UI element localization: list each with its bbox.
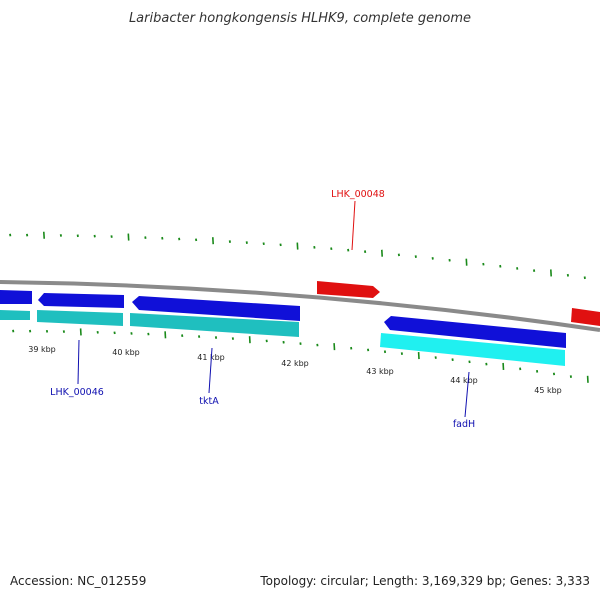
cds-fadH [380, 333, 565, 366]
leader-fadH [464, 371, 470, 418]
genome-backbone [0, 280, 600, 332]
cds-LHK_00046 [37, 310, 123, 326]
kbp-label-39: 39 kbp [28, 345, 56, 354]
gene-fadH[interactable] [384, 316, 566, 348]
kbp-label-45: 45 kbp [534, 386, 562, 395]
gene-LHK_00048[interactable] [317, 281, 380, 298]
gene-label-LHK_00046[interactable]: LHK_00046 [50, 387, 104, 398]
kbp-label-42: 42 kbp [281, 359, 309, 368]
gene-forward-edge[interactable] [571, 308, 600, 326]
gene-label-fadH[interactable]: fadH [453, 419, 475, 430]
leader-LHK_00048 [351, 200, 356, 251]
cds-left [0, 310, 30, 320]
gene-label-LHK_00048[interactable]: LHK_00048 [331, 189, 385, 200]
leader-tktA [208, 347, 213, 394]
cds-tktA [130, 313, 299, 337]
gene-LHK_00046[interactable] [38, 293, 124, 308]
map-title: Laribacter hongkongensis HLHK9, complete… [129, 11, 471, 26]
leader-LHK_00046 [77, 339, 80, 385]
gene-reverse-left[interactable] [0, 290, 32, 304]
kbp-label-44: 44 kbp [450, 376, 478, 385]
kbp-label-43: 43 kbp [366, 367, 394, 376]
accession-text: Accession: NC_012559 [10, 574, 146, 588]
gene-label-tktA[interactable]: tktA [199, 396, 219, 407]
topology-summary: Topology: circular; Length: 3,169,329 bp… [259, 574, 590, 588]
scale-ticks [9, 231, 589, 383]
gene-tktA[interactable] [132, 296, 300, 321]
kbp-label-40: 40 kbp [112, 348, 140, 357]
